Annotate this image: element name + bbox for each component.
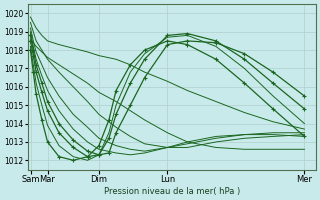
X-axis label: Pression niveau de la mer( hPa ): Pression niveau de la mer( hPa ) — [104, 187, 240, 196]
